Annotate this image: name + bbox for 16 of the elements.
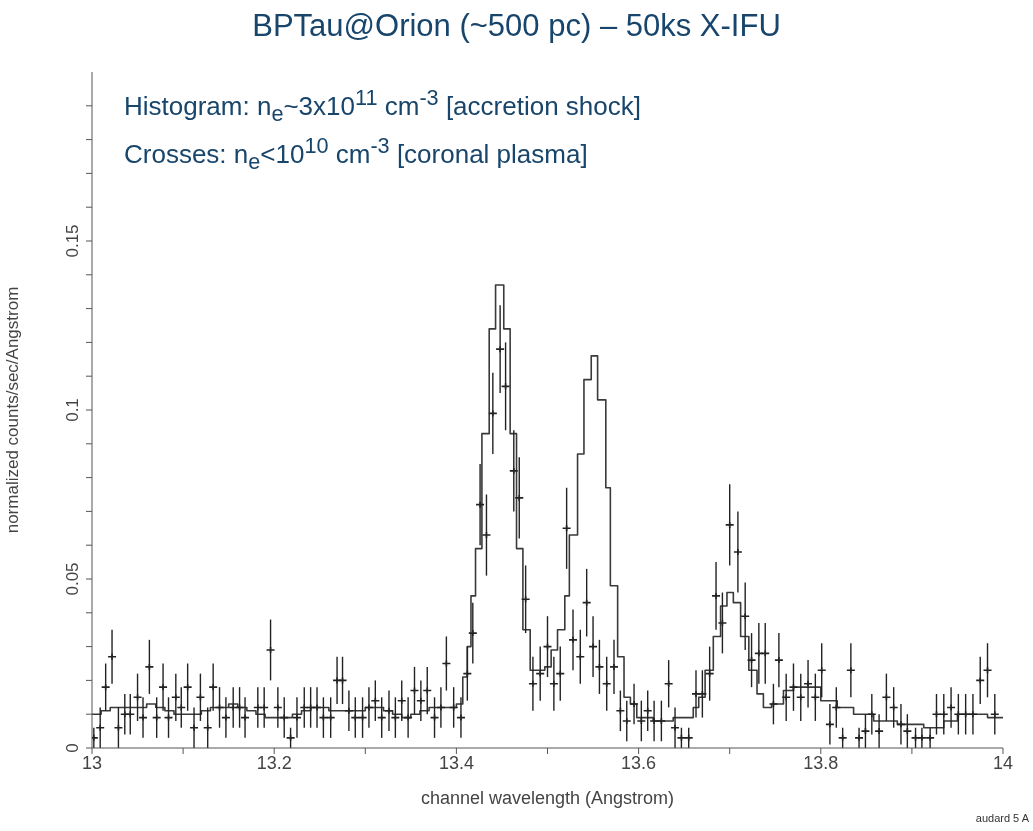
y-tick-label: 0.15 <box>63 224 82 258</box>
annotation: Crosses: n$_{e}$<10$^{10}$ cm$^{-3}$ [coronal plasma] <box>124 131 589 176</box>
x-tick-label: 13.2 <box>256 752 292 773</box>
x-tick-label: 13.4 <box>438 752 474 773</box>
y-tick-label: 0.1 <box>63 398 82 422</box>
x-tick-label: 13 <box>81 752 103 773</box>
y-tick-label: 0 <box>63 743 82 753</box>
x-tick-label: 14 <box>992 752 1014 773</box>
x-tick-label: 13.6 <box>621 752 657 773</box>
y-axis-title: normalized counts/sec/Angstrom <box>3 286 23 534</box>
annotation: Histogram: n$_{e}$~3x10$^{11}$ cm$^{-3}$ [accretion shock] <box>124 84 641 128</box>
x-axis-title: channel wavelength (Angstrom) <box>420 788 675 808</box>
chart-title: BPTau@Orion (~500 pc) – 50ks X-IFU <box>251 8 782 44</box>
text: audard 5 A <box>975 812 1029 824</box>
x-tick-label: 13.8 <box>803 752 839 773</box>
y-tick-label: 0.05 <box>63 562 82 596</box>
